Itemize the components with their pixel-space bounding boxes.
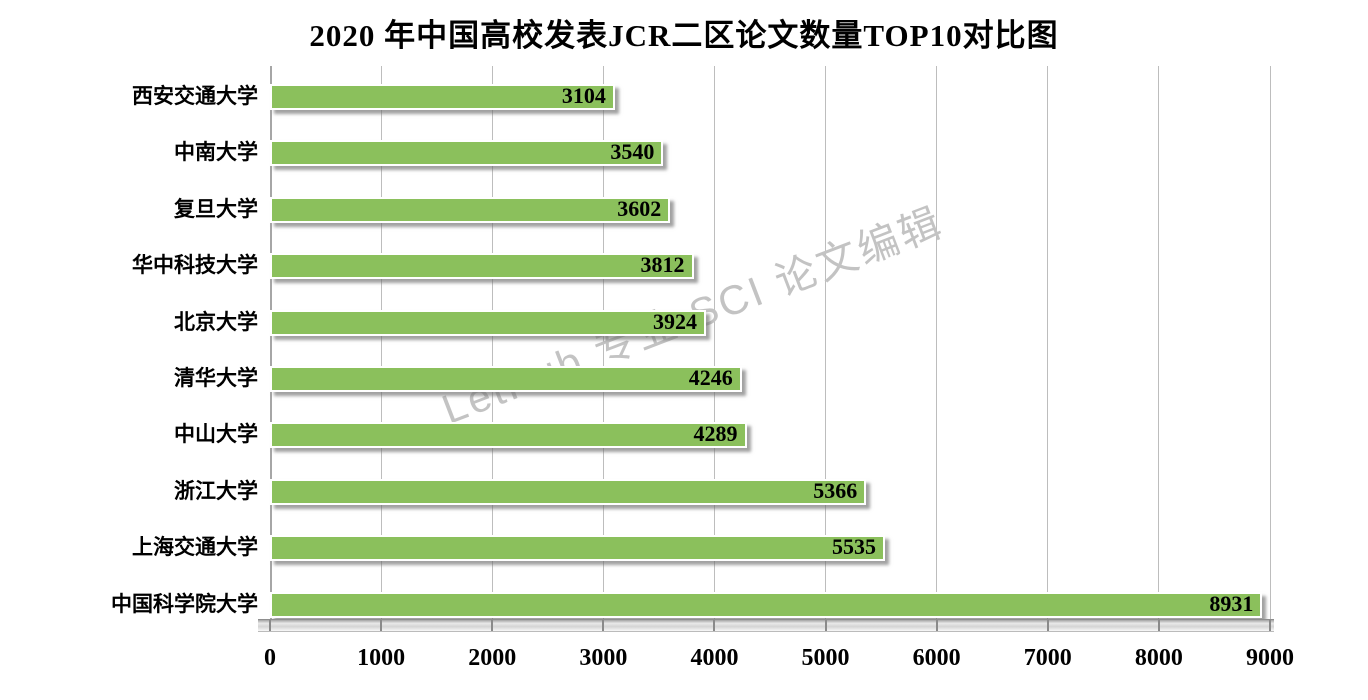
category-label-3: 华中科技大学	[132, 254, 258, 278]
gridline-8000	[1158, 66, 1160, 619]
bar-9: 8931	[270, 590, 1263, 618]
bar-8: 5535	[270, 534, 885, 562]
gridline-3000	[602, 66, 604, 619]
category-label-4: 北京大学	[174, 310, 258, 334]
gridline-7000	[1047, 66, 1049, 619]
bar-2: 3602	[270, 195, 671, 223]
x-axis-strip	[258, 619, 1274, 632]
chart-title: 2020 年中国高校发表JCR二区论文数量TOP10对比图	[309, 18, 1059, 53]
x-axis-tickmark-2000	[491, 620, 494, 631]
x-tick-label-5000: 5000	[801, 645, 850, 671]
gridline-4000	[713, 66, 715, 619]
category-label-9: 中国科学院大学	[111, 592, 258, 616]
category-label-2: 复旦大学	[174, 197, 258, 221]
x-axis-tickmark-5000	[824, 620, 827, 631]
plot-area: 3104 3540 3602 3812 3924 4246 4289 5366 5535 8931	[270, 66, 1271, 619]
value-label-7: 5366	[813, 477, 858, 503]
x-tick-label-1000: 1000	[357, 645, 406, 671]
x-axis-tickmark-4000	[713, 620, 716, 631]
value-label-1: 3540	[610, 139, 655, 165]
bar-6: 4289	[270, 421, 747, 449]
bar-1: 3540	[270, 139, 664, 167]
category-label-7: 浙江大学	[174, 479, 258, 503]
bar-3: 3812	[270, 252, 694, 280]
y-axis-line	[270, 66, 272, 619]
value-label-5: 4246	[688, 365, 733, 391]
x-tick-label-7000: 7000	[1023, 645, 1072, 671]
x-tick-label-0: 0	[264, 645, 276, 671]
gridline-6000	[936, 66, 938, 619]
value-label-2: 3602	[617, 195, 662, 221]
x-axis-tickmark-1000	[380, 620, 383, 631]
value-label-6: 4289	[693, 421, 738, 447]
x-tick-label-8000: 8000	[1134, 645, 1183, 671]
value-label-0: 3104	[561, 83, 606, 109]
gridline-1000	[380, 66, 382, 619]
value-label-9: 8931	[1209, 590, 1254, 616]
gridline-9000	[1269, 66, 1271, 619]
bar-5: 4246	[270, 366, 742, 392]
x-tick-label-2000: 2000	[468, 645, 517, 671]
x-axis-tickmark-8000	[1157, 620, 1160, 631]
x-axis-tickmark-7000	[1046, 620, 1049, 631]
value-label-8: 5535	[832, 534, 876, 560]
x-axis-tickmark-9000	[1269, 620, 1271, 631]
x-axis-tickmark-3000	[602, 620, 605, 631]
x-axis-tickmark-0	[269, 620, 271, 631]
x-tick-label-9000: 9000	[1246, 645, 1294, 671]
category-label-8: 上海交通大学	[132, 536, 258, 560]
gridline-5000	[825, 66, 827, 619]
value-label-3: 3812	[640, 252, 685, 278]
category-label-6: 中山大学	[174, 423, 258, 447]
bar-4: 3924	[270, 308, 706, 336]
value-label-4: 3924	[653, 308, 697, 334]
gridline-2000	[491, 66, 493, 619]
x-tick-label-6000: 6000	[912, 645, 961, 671]
category-label-1: 中南大学	[174, 141, 258, 165]
x-tick-label-3000: 3000	[579, 645, 628, 671]
category-label-0: 西安交通大学	[132, 85, 258, 108]
x-axis-tickmark-6000	[935, 620, 938, 631]
bar-0: 3104	[270, 84, 615, 110]
category-label-5: 清华大学	[174, 367, 258, 390]
x-tick-label-4000: 4000	[690, 645, 739, 671]
bar-7: 5366	[270, 477, 867, 505]
